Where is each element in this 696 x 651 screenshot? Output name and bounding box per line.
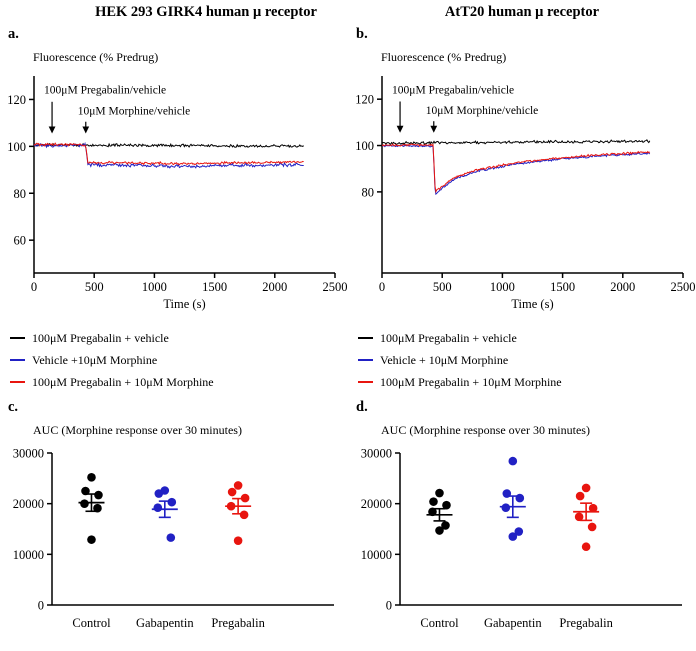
svg-text:0: 0 — [386, 599, 392, 613]
svg-text:10000: 10000 — [361, 548, 392, 562]
svg-text:20000: 20000 — [13, 497, 44, 511]
legend-item-vehicle-morphine: Vehicle + 10μM Morphine — [358, 349, 696, 371]
svg-text:Gabapentin: Gabapentin — [136, 616, 194, 630]
panel-a-legend: 100μM Pregabalin + vehicle Vehicle +10μM… — [0, 315, 348, 393]
svg-text:1000: 1000 — [142, 280, 167, 294]
svg-text:Time (s): Time (s) — [511, 297, 553, 311]
svg-text:2000: 2000 — [262, 280, 287, 294]
column-left-title: HEK 293 GIRK4 human μ receptor — [95, 4, 317, 20]
panel-a-ylabel: Fluorescence (% Predrug) — [33, 50, 159, 64]
svg-text:120: 120 — [355, 93, 374, 107]
svg-text:20000: 20000 — [361, 497, 392, 511]
legend-label: 100μM Pregabalin + vehicle — [32, 330, 169, 345]
svg-text:2000: 2000 — [610, 280, 635, 294]
legend-swatch-red-line — [10, 380, 25, 384]
legend-label: 100μM Pregabalin + vehicle — [380, 330, 517, 345]
panel-b-line-chart: 80 100 120 0 500 1000 1500 2000 2500 Time (s) 100μ… — [355, 76, 696, 311]
column-right: AtT20 human μ receptor b. Fluorescence (… — [348, 0, 696, 635]
panel-b-legend: 100μM Pregabalin + vehicle Vehicle + 10μ… — [348, 315, 696, 393]
panel-b-ylabel: Fluorescence (% Predrug) — [381, 50, 507, 64]
svg-text:1000: 1000 — [490, 280, 515, 294]
legend-item-pregabalin-vehicle: 100μM Pregabalin + vehicle — [358, 327, 696, 349]
legend-label: 100μM Pregabalin + 10μM Morphine — [32, 374, 214, 389]
svg-text:100μM Pregabalin/vehicle: 100μM Pregabalin/vehicle — [44, 85, 166, 97]
panel-c-header: c. AUC (Morphine response over 30 minute… — [0, 393, 348, 445]
svg-text:10000: 10000 — [13, 548, 44, 562]
panel-a-header: a. Fluorescence (% Predrug) — [0, 26, 348, 70]
svg-text:30000: 30000 — [361, 447, 392, 461]
svg-text:30000: 30000 — [13, 447, 44, 461]
svg-text:Time (s): Time (s) — [163, 297, 205, 311]
svg-text:2500: 2500 — [323, 280, 348, 294]
legend-swatch-black-line — [10, 336, 25, 340]
panel-c-title: AUC (Morphine response over 30 minutes) — [33, 423, 242, 437]
panel-a-label: a. — [8, 26, 19, 42]
svg-text:100μM Pregabalin/vehicle: 100μM Pregabalin/vehicle — [392, 84, 514, 96]
legend-swatch-black-line — [358, 336, 373, 340]
svg-text:Control: Control — [420, 616, 459, 630]
svg-text:80: 80 — [362, 185, 375, 199]
svg-text:0: 0 — [31, 280, 37, 294]
svg-text:100: 100 — [355, 139, 374, 153]
panel-b-label: b. — [356, 26, 368, 42]
legend-swatch-red-line — [358, 380, 373, 384]
svg-text:Control: Control — [72, 616, 111, 630]
column-left: HEK 293 GIRK4 human μ receptor a. Fluore… — [0, 0, 348, 635]
panel-a-line-chart: 60 80 100 120 0 500 1000 1500 2000 2500 Time (s) 10… — [7, 76, 348, 311]
legend-swatch-blue-line — [10, 358, 25, 362]
svg-text:10μM Morphine/vehicle: 10μM Morphine/vehicle — [426, 105, 539, 117]
legend-item-pregabalin-morphine: 100μM Pregabalin + 10μM Morphine — [358, 371, 696, 393]
svg-text:1500: 1500 — [202, 280, 227, 294]
panel-d-header: d. AUC (Morphine response over 30 minute… — [348, 393, 696, 445]
svg-text:Pregabalin: Pregabalin — [559, 616, 613, 630]
legend-item-pregabalin-vehicle: 100μM Pregabalin + vehicle — [10, 327, 348, 349]
panel-d-scatter-chart: 0 10000 20000 30000 Control Gabapentin Pregaba… — [361, 447, 682, 630]
panel-c-scatter-chart: 0 10000 20000 30000 Control Gabapentin Pregaba… — [13, 447, 334, 630]
svg-text:120: 120 — [7, 93, 26, 107]
svg-text:10μM Morphine/vehicle: 10μM Morphine/vehicle — [78, 106, 191, 118]
svg-text:Gabapentin: Gabapentin — [484, 616, 542, 630]
legend-item-pregabalin-morphine: 100μM Pregabalin + 10μM Morphine — [10, 371, 348, 393]
legend-label: 100μM Pregabalin + 10μM Morphine — [380, 374, 562, 389]
column-right-title: AtT20 human μ receptor — [444, 4, 600, 20]
svg-text:60: 60 — [14, 234, 27, 248]
legend-swatch-blue-line — [358, 358, 373, 362]
panel-b-header: b. Fluorescence (% Predrug) — [348, 26, 696, 70]
panel-d-title: AUC (Morphine response over 30 minutes) — [381, 423, 590, 437]
svg-text:0: 0 — [38, 599, 44, 613]
legend-label: Vehicle + 10μM Morphine — [380, 352, 509, 367]
panel-d-label: d. — [356, 399, 368, 415]
svg-text:80: 80 — [14, 187, 27, 201]
svg-text:500: 500 — [433, 280, 452, 294]
svg-text:2500: 2500 — [671, 280, 696, 294]
svg-text:1500: 1500 — [550, 280, 575, 294]
svg-text:100: 100 — [7, 140, 26, 154]
legend-label: Vehicle +10μM Morphine — [32, 352, 158, 367]
panel-c-label: c. — [8, 399, 19, 415]
svg-text:Pregabalin: Pregabalin — [211, 616, 265, 630]
svg-text:500: 500 — [85, 280, 104, 294]
legend-item-vehicle-morphine: Vehicle +10μM Morphine — [10, 349, 348, 371]
svg-text:0: 0 — [379, 280, 385, 294]
